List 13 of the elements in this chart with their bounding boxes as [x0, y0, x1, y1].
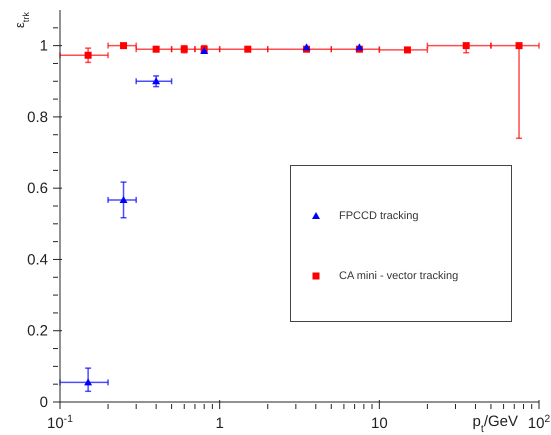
y-tick-label: 1: [40, 38, 48, 55]
x-tick-label: 1: [215, 415, 224, 432]
x-axis-title: p$_{t}$/GeV: [472, 413, 518, 435]
legend-label: FPCCD tracking: [339, 210, 418, 222]
y-tick-label: 0.4: [27, 251, 48, 268]
y-tick-label: 0.8: [27, 108, 48, 126]
x-tick-label: 10$^{2}$: [528, 413, 550, 432]
y-tick-label: 0.2: [27, 322, 48, 340]
x-tick-label: 10: [370, 415, 388, 432]
legend-label: CA mini - vector tracking: [339, 270, 458, 282]
y-tick-label: 0: [40, 394, 48, 411]
y-tick-label: 0.6: [27, 180, 48, 198]
x-tick-label: 10$^{-1}$: [46, 413, 74, 432]
